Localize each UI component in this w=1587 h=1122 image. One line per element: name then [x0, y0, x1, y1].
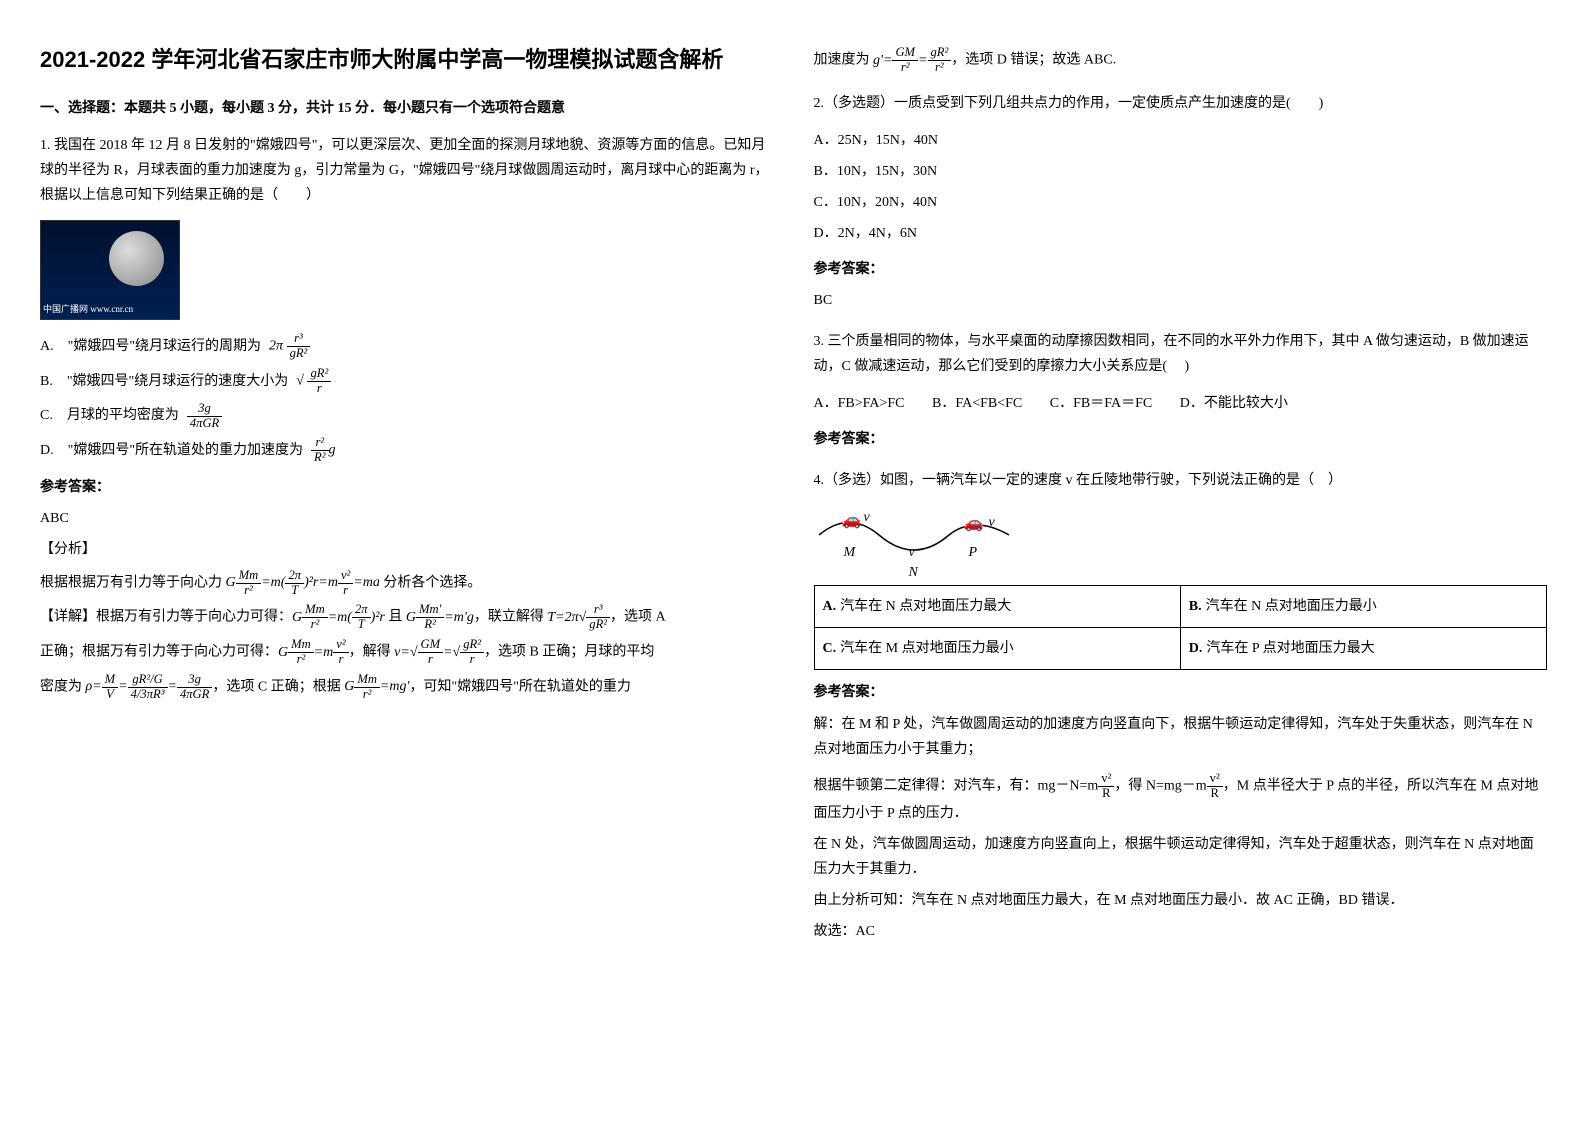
label-m: M [844, 540, 856, 565]
q1-answer: ABC [40, 506, 774, 531]
q3-options: A．FB>FA>FC B．FA<FB<FC C．FB＝FA＝FC D．不能比较大… [814, 391, 1548, 416]
q4-optc: 汽车在 M 点对地面压力最小 [840, 641, 1013, 656]
q4-cell-c: C.汽车在 M 点对地面压力最小 [814, 628, 1180, 670]
q2-text: 2.（多选题）一质点受到下列几组共点力的作用，一定使质点产生加速度的是( ) [814, 91, 1548, 116]
q1-analysis-1: 根据根据万有引力等于向心力 GMmr²=m(2πT)²r=mv²r=ma 分析各… [40, 569, 774, 598]
moon-icon [109, 231, 164, 286]
detail-label: 【详解】 [40, 610, 96, 625]
q2-option-b: B．10N，15N，30N [814, 159, 1548, 184]
q2-option-c: C．10N，20N，40N [814, 190, 1548, 215]
hill-diagram: 🚗 🚗 M N P v v v [814, 505, 1014, 575]
q2-answer: BC [814, 288, 1548, 313]
q4-optd: 汽车在 P 点对地面压力最大 [1206, 641, 1374, 656]
car-icon-m: 🚗 [842, 507, 862, 536]
section-1-header: 一、选择题：本题共 5 小题，每小题 3 分，共计 15 分．每小题只有一个选项… [40, 96, 774, 121]
q2-answer-label: 参考答案： [814, 257, 1548, 282]
q1-optc-text: C. 月球的平均密度为 [40, 403, 179, 428]
q4-solution-1: 解：在 M 和 P 处，汽车做圆周运动的加速度方向竖直向下，根据牛顿运动定律得知… [814, 712, 1548, 762]
q1-detail-2: 正确；根据万有引力等于向心力可得：GMmr²=mv²r，解得 v=√GMr=√g… [40, 638, 774, 667]
q1-analysis-label: 【分析】 [40, 537, 774, 562]
label-p: P [969, 540, 978, 565]
left-column: 2021-2022 学年河北省石家庄市师大附属中学高一物理模拟试题含解析 一、选… [40, 40, 774, 951]
q4-optb: 汽车在 N 点对地面压力最小 [1206, 599, 1377, 614]
q4-solution-5: 故选：AC [814, 919, 1548, 944]
q1-answer-label: 参考答案： [40, 475, 774, 500]
q1-text: 1. 我国在 2018 年 12 月 8 日发射的"嫦娥四号"，可以更深层次、更… [40, 133, 774, 209]
q4-text: 4.（多选）如图，一辆汽车以一定的速度 v 在丘陵地带行驶，下列说法正确的是（ … [814, 468, 1548, 493]
q3-answer-label: 参考答案： [814, 427, 1548, 452]
q1-continuation: 加速度为 g'=GMr²=gR²r²，选项 D 错误；故选 ABC. [814, 46, 1548, 75]
image-source-label: 中国广播网 www.cnr.cn [43, 301, 133, 317]
q3-text: 3. 三个质量相同的物体，与水平桌面的动摩擦因数相同，在不同的水平外力作用下，其… [814, 329, 1548, 379]
q3-option-b: B．FA<FB<FC [932, 396, 1022, 411]
right-column: 加速度为 g'=GMr²=gR²r²，选项 D 错误；故选 ABC. 2.（多选… [814, 40, 1548, 951]
q2-option-d: D．2N，4N，6N [814, 221, 1548, 246]
q1-optb-text: B. "嫦娥四号"绕月球运行的速度大小为 [40, 369, 288, 394]
q4-solution-2: 根据牛顿第二定律得：对汽车，有：mg－N=mv²R，得 N=mg－mv²R，M … [814, 772, 1548, 826]
q1-option-d: D. "嫦娥四号"所在轨道处的重力加速度为 r²R²g [40, 436, 774, 465]
label-v3: v [989, 510, 995, 535]
q1-detail-3: 密度为 ρ=MV=gR²/G4/3πR³=3g4πGR，选项 C 正确；根据 G… [40, 673, 774, 702]
q4-solution-4: 由上分析可知：汽车在 N 点对地面压力最大，在 M 点对地面压力最小．故 AC … [814, 888, 1548, 913]
q1-option-c: C. 月球的平均密度为 3g4πGR [40, 402, 774, 431]
q4-options-table: A.汽车在 N 点对地面压力最大 B.汽车在 N 点对地面压力最小 C.汽车在 … [814, 585, 1548, 670]
q4-answer-label: 参考答案： [814, 680, 1548, 705]
moon-image: 中国广播网 www.cnr.cn [40, 220, 180, 320]
q4-opta: 汽车在 N 点对地面压力最大 [840, 599, 1011, 614]
q2-option-a: A．25N，15N，40N [814, 128, 1548, 153]
q1-option-a: A. "嫦娥四号"绕月球运行的周期为 2π r³gR² [40, 332, 774, 361]
q1-optc-formula: 3g4πGR [187, 402, 222, 431]
q4-solution-3: 在 N 处，汽车做圆周运动，加速度方向竖直向上，根据牛顿运动定律得知，汽车处于超… [814, 832, 1548, 882]
q4-cell-b: B.汽车在 N 点对地面压力最小 [1180, 585, 1546, 627]
exam-title: 2021-2022 学年河北省石家庄市师大附属中学高一物理模拟试题含解析 [40, 40, 774, 80]
exam-page: 2021-2022 学年河北省石家庄市师大附属中学高一物理模拟试题含解析 一、选… [40, 40, 1547, 951]
q3-option-d: D．不能比较大小 [1180, 396, 1288, 411]
q4-cell-d: D.汽车在 P 点对地面压力最大 [1180, 628, 1546, 670]
q1-opta-text: A. "嫦娥四号"绕月球运行的周期为 [40, 334, 261, 359]
q1-detail-1: 【详解】根据万有引力等于向心力可得：GMmr²=m(2πT)²r 且 GMm'R… [40, 603, 774, 632]
q3-option-c: C．FB＝FA＝FC [1050, 396, 1152, 411]
q4-cell-a: A.汽车在 N 点对地面压力最大 [814, 585, 1180, 627]
q3-option-a: A．FB>FA>FC [814, 396, 905, 411]
label-v2: v [909, 540, 915, 565]
q1-optd-formula: r²R²g [311, 436, 335, 465]
q1-option-b: B. "嫦娥四号"绕月球运行的速度大小为 √ gR²r [40, 367, 774, 396]
car-icon-p: 🚗 [964, 510, 984, 539]
q1-optd-text: D. "嫦娥四号"所在轨道处的重力加速度为 [40, 438, 303, 463]
q1-opta-formula: 2π r³gR² [269, 332, 310, 361]
label-v1: v [864, 505, 870, 530]
q1-optb-formula: √ gR²r [296, 367, 331, 396]
